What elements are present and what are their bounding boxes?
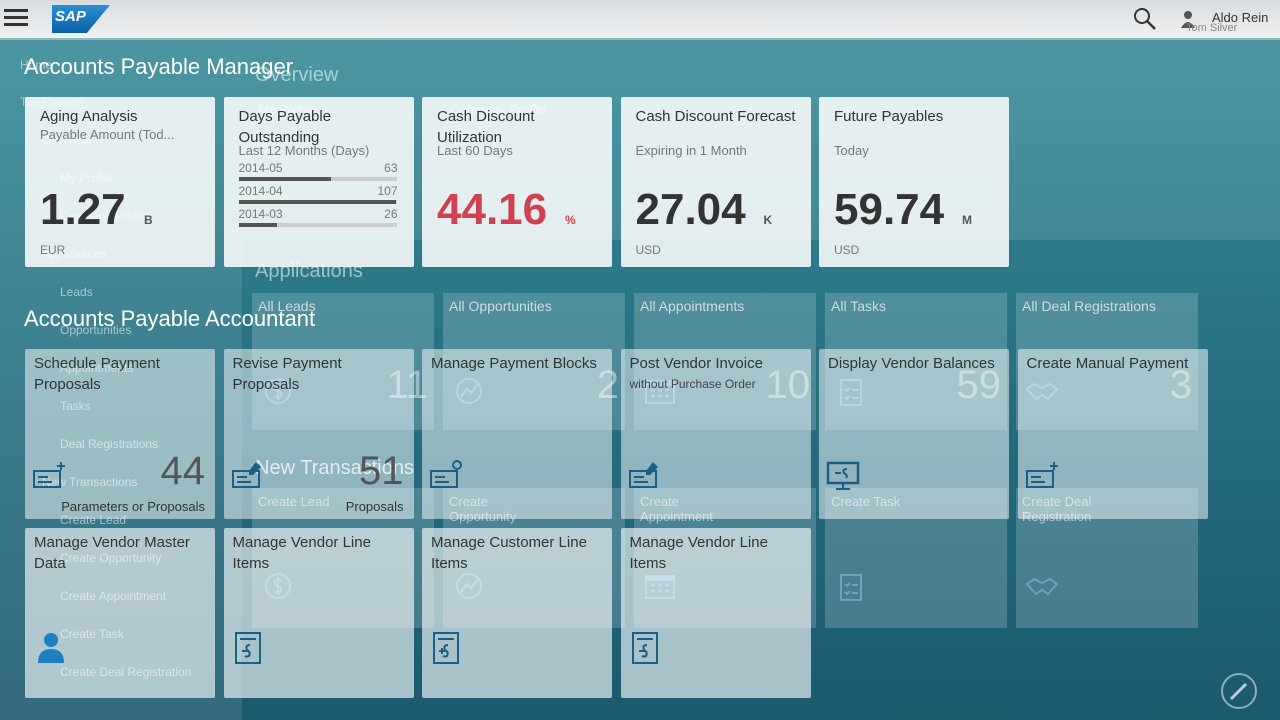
edit-button[interactable]: [1220, 672, 1258, 710]
app-tile[interactable]: Revise Payment Proposals 51 Proposals: [223, 349, 414, 519]
tile-title: Future Payables: [834, 108, 944, 125]
app-tile[interactable]: Manage Vendor Line Items: [223, 528, 414, 698]
bar-value: 107: [377, 184, 398, 198]
tile-title: Manage Vendor Line Items: [629, 534, 768, 572]
app-tile-title: All Tasks: [831, 298, 886, 314]
icon-clipboard: [840, 574, 862, 601]
user-icon: [1181, 11, 1195, 28]
icon-person: [38, 633, 64, 663]
tile-footer: USD: [635, 243, 661, 257]
kpi-tile[interactable]: Cash Discount Forecast Expiring in 1 Mont…: [620, 97, 811, 267]
tile-footer: EUR: [40, 243, 66, 257]
app-tile[interactable]: Display Vendor Balances: [819, 349, 1009, 519]
icon-docplus: [433, 632, 459, 664]
icon-doc: [631, 632, 658, 664]
tile-title: Schedule Payment Proposals: [34, 355, 160, 393]
kpi-tile[interactable]: Aging Analysis Payable Amount (Tod... 1.27…: [25, 97, 215, 267]
tile-subtitle: Payable Amount (Tod...: [40, 127, 175, 142]
app-tile[interactable]: Manage Vendor Line Items: [620, 528, 811, 698]
tile-info: Proposals: [345, 499, 404, 514]
icon-blocked: [430, 460, 462, 488]
overview-heading-ghost: Overview: [255, 64, 339, 86]
tile-title: Display Vendor Balances: [828, 355, 995, 372]
tile-title: Aging Analysis: [40, 108, 138, 125]
app-tile-title: All Leads: [258, 298, 316, 314]
menu-item-ghost[interactable]: Opportunities: [60, 323, 132, 337]
search-button[interactable]: [1132, 6, 1158, 32]
group-title: Accounts Payable Manager: [24, 54, 294, 79]
tile-subtitle: Today: [834, 143, 869, 158]
tile-subtitle: Expiring in 1 Month: [635, 143, 747, 158]
app-tile[interactable]: Manage Customer Line Items: [422, 528, 612, 698]
bar-label: 2014-04: [238, 184, 283, 198]
kpi-tile[interactable]: Cash Discount Utilization Last 60 Days 44.…: [422, 97, 612, 267]
tile-info: Parameters or Proposals: [61, 499, 205, 514]
logo-text: SAP: [55, 8, 86, 25]
kpi-tile[interactable]: Future Payables Today 59.74 M USD: [819, 97, 1009, 267]
tile-title: Manage Customer Line Items: [431, 534, 587, 572]
app-tile-title: All Deal Registrations: [1022, 298, 1156, 314]
user-name[interactable]: Aldo Rein: [1212, 10, 1269, 25]
tile-subtitle: without Purchase Order: [629, 377, 756, 391]
tile-title: Post Vendor Invoice: [629, 355, 763, 372]
group-title: Accounts Payable Accountant: [24, 306, 316, 331]
tile-count: 44: [160, 449, 206, 493]
app-tile-title: All Opportunities: [449, 298, 552, 314]
menu-item-ghost[interactable]: Leads: [60, 285, 93, 299]
tile-unit: M: [962, 213, 972, 227]
bar: [238, 200, 396, 204]
tile-value: 59.74: [834, 185, 945, 234]
bar: [238, 177, 332, 181]
tile-title: Days Payable Outstanding: [238, 108, 332, 146]
tile-value: 44.16: [437, 185, 548, 234]
icon-card: [1025, 462, 1058, 488]
tile-value: 27.04: [635, 185, 746, 234]
menu-item-ghost[interactable]: Home: [20, 58, 53, 72]
tile-unit: K: [763, 213, 773, 227]
bar-label: 2014-03: [238, 207, 283, 221]
tile-value: 1.27: [40, 185, 126, 234]
app-tile[interactable]: Manage Payment Blocks: [422, 349, 612, 519]
tile-subtitle: Last 12 Months (Days): [238, 143, 370, 158]
tile-title: Cash Discount Utilization: [437, 108, 535, 146]
kpi-tile[interactable]: Days Payable Outstanding Last 12 Months (…: [223, 97, 414, 267]
icon-card: [33, 462, 65, 488]
icon-invoice: [231, 462, 261, 488]
tile-title: Revise Payment Proposals: [232, 355, 342, 393]
tile-title: Manage Payment Blocks: [431, 355, 597, 372]
tile-count: 51: [359, 449, 404, 493]
tile-unit: B: [144, 213, 153, 227]
icon-doc: [234, 632, 261, 664]
icon-handshake: [1025, 577, 1059, 596]
tile-title: Cash Discount Forecast: [635, 108, 796, 125]
app-tile[interactable]: Schedule Payment Proposals 44 Parameters o…: [25, 349, 215, 519]
tile-unit: %: [565, 213, 576, 227]
tile-title: Manage Vendor Line Items: [232, 534, 371, 572]
tile-title: Create Manual Payment: [1026, 355, 1189, 372]
icon-monitor: [826, 461, 860, 490]
app-tile[interactable]: Create Manual Payment: [1017, 349, 1208, 519]
tile-title: Manage Vendor Master Data: [34, 534, 190, 572]
bar-label: 2014-05: [238, 161, 283, 175]
icon-invoice: [628, 462, 658, 488]
menu-button[interactable]: [4, 6, 30, 30]
shell-header: [0, 0, 1280, 40]
app-tile[interactable]: Manage Vendor Master Data: [25, 528, 215, 698]
bar-value: 26: [384, 207, 398, 221]
bar-track: [238, 223, 397, 227]
app-tile-title: All Appointments: [640, 298, 745, 314]
tile-subtitle: Last 60 Days: [437, 143, 513, 158]
bar-value: 63: [384, 161, 398, 175]
app-tile[interactable]: Post Vendor Invoice without Purchase Orde…: [620, 349, 811, 519]
tile-footer: USD: [834, 243, 860, 257]
bar: [238, 223, 277, 227]
user-subtitle: Tom Silver: [1186, 22, 1238, 34]
